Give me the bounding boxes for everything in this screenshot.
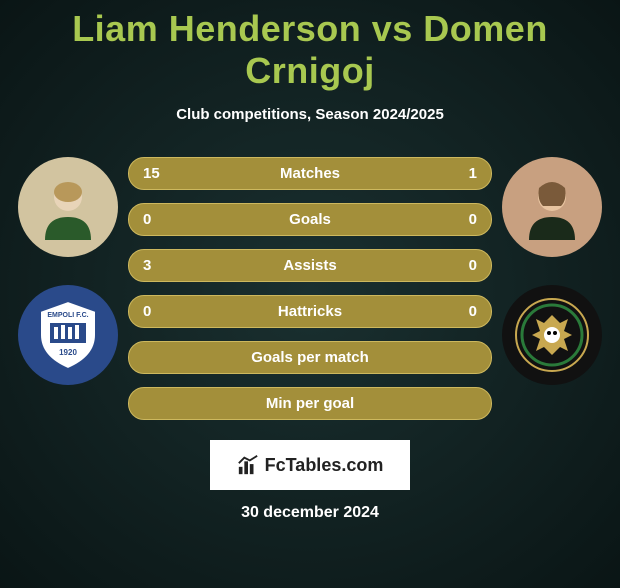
stats-bars: 15Matches1 0Goals0 3Assists0 0Hattricks0 Goa… — [128, 151, 492, 420]
left-side: EMPOLI F.C. 1920 — [8, 151, 128, 385]
stat-label: Goals per match — [129, 349, 491, 366]
crest-icon — [512, 295, 592, 375]
stat-row: Goals per match — [128, 341, 492, 374]
page-title: Liam Henderson vs Domen Crnigoj — [8, 8, 612, 92]
stat-label: Assists — [129, 257, 491, 274]
fctables-text: FcTables.com — [265, 455, 384, 476]
person-icon — [517, 172, 587, 242]
player-right-avatar — [502, 157, 602, 257]
subtitle: Club competitions, Season 2024/2025 — [8, 106, 612, 123]
stat-label: Matches — [129, 165, 491, 182]
stat-label: Hattricks — [129, 303, 491, 320]
stat-label: Goals — [129, 211, 491, 228]
stat-row: 0Goals0 — [128, 203, 492, 236]
date-text: 30 december 2024 — [8, 504, 612, 522]
player-left-avatar — [18, 157, 118, 257]
right-side — [492, 151, 612, 385]
shield-icon: EMPOLI F.C. 1920 — [28, 295, 108, 375]
stat-row: Min per goal — [128, 387, 492, 420]
person-icon — [33, 172, 103, 242]
club-left-badge: EMPOLI F.C. 1920 — [18, 285, 118, 385]
stat-row: 3Assists0 — [128, 249, 492, 282]
fctables-logo: FcTables.com — [210, 440, 410, 490]
stat-row: 0Hattricks0 — [128, 295, 492, 328]
stat-row: 15Matches1 — [128, 157, 492, 190]
club-right-badge — [502, 285, 602, 385]
svg-text:EMPOLI F.C.: EMPOLI F.C. — [47, 312, 88, 319]
chart-icon — [237, 454, 259, 476]
svg-text:1920: 1920 — [59, 348, 77, 357]
stat-label: Min per goal — [129, 395, 491, 412]
